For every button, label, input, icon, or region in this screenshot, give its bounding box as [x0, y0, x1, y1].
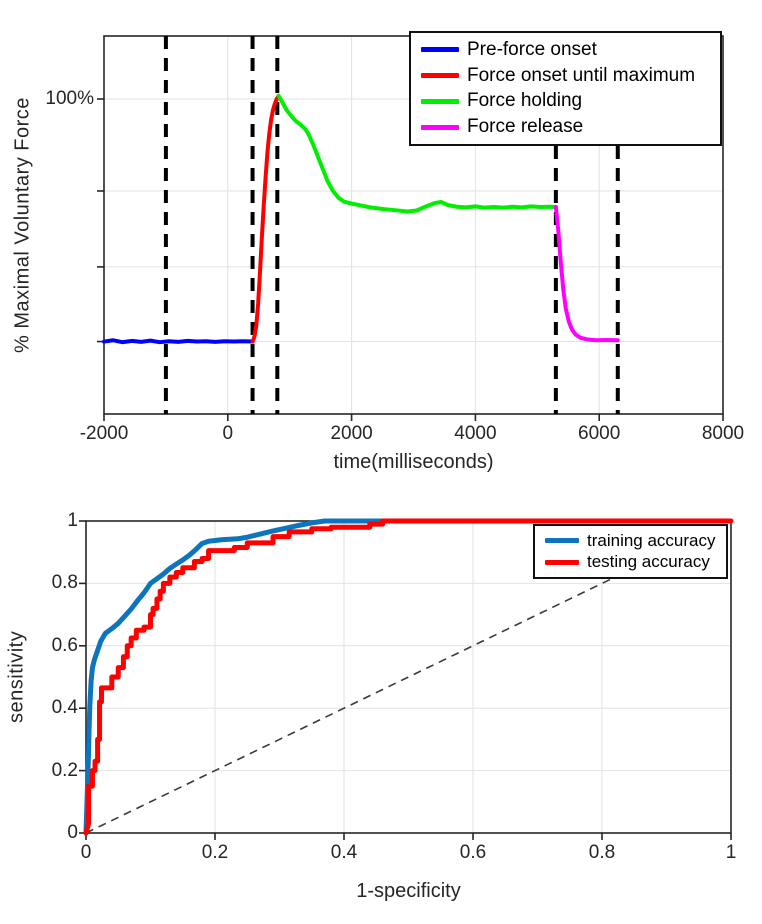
y-tick-label: 1 [67, 510, 78, 531]
x-tick-label: 1 [725, 842, 737, 863]
bottom-chart-x-tick-row: 0 0.2 0.4 0.6 0.8 1 [81, 842, 737, 864]
legend-label: Force onset until maximum [467, 64, 696, 86]
legend-item-force-holding: Force holding [421, 90, 710, 112]
y-tick-label: 0.2 [51, 759, 78, 781]
force-profile-plot [97, 35, 724, 421]
line-swatch-red [421, 73, 459, 79]
legend-label: testing accuracy [587, 552, 710, 572]
legend-label: training accuracy [587, 530, 716, 550]
x-tick-label: 0.8 [588, 842, 616, 863]
y-tick-label: 0.4 [51, 697, 78, 719]
line-swatch-red [545, 559, 579, 565]
legend-item-force-release: Force release [421, 116, 710, 138]
x-tick-label: 6000 [578, 423, 621, 444]
x-tick-label: 4000 [454, 423, 497, 444]
x-tick-label: 0.6 [459, 842, 487, 863]
top-chart-y-tick-100: 100% [45, 88, 94, 109]
top-chart-legend: Pre-force onset Force onset until maximu… [409, 31, 722, 146]
legend-label: Force holding [467, 90, 583, 112]
bottom-chart-y-axis-label: sensitivity [5, 630, 28, 724]
legend-label: Force release [467, 116, 584, 138]
x-tick-label: 0.2 [201, 842, 229, 863]
bottom-chart-legend: training accuracy testing accuracy [533, 524, 728, 579]
y-tick-label: 0.6 [51, 634, 78, 656]
top-chart-x-tick-row: -2000 0 2000 4000 6000 8000 [80, 423, 744, 445]
bottom-chart-x-axis-label: 1-specificity [356, 880, 461, 902]
roc-curve-plot [79, 518, 734, 840]
x-tick-label: 0 [80, 842, 92, 863]
line-swatch-green [421, 98, 459, 104]
x-tick-label: 0 [222, 423, 234, 444]
legend-label: Pre-force onset [467, 38, 597, 60]
x-tick-label: 0.4 [330, 842, 358, 863]
x-tick-label: 2000 [330, 423, 373, 444]
x-tick-label: -2000 [79, 423, 129, 444]
legend-item-pre-force-onset: Pre-force onset [421, 39, 710, 61]
line-swatch-blue [421, 47, 459, 53]
y-tick-label: 0.8 [51, 572, 78, 594]
y-tick-label: 0 [67, 822, 78, 843]
top-chart-x-axis-label: time(milliseconds) [333, 451, 494, 473]
legend-item-training-accuracy: training accuracy [545, 531, 716, 551]
x-tick-label: 8000 [701, 423, 745, 444]
legend-item-force-onset: Force onset until maximum [421, 65, 710, 87]
legend-item-testing-accuracy: testing accuracy [545, 552, 716, 572]
line-swatch-magenta [421, 124, 459, 130]
line-swatch-blue [545, 538, 579, 544]
bottom-chart-y-tick-column: 0 0.2 0.4 0.6 0.8 1 [34, 510, 78, 843]
